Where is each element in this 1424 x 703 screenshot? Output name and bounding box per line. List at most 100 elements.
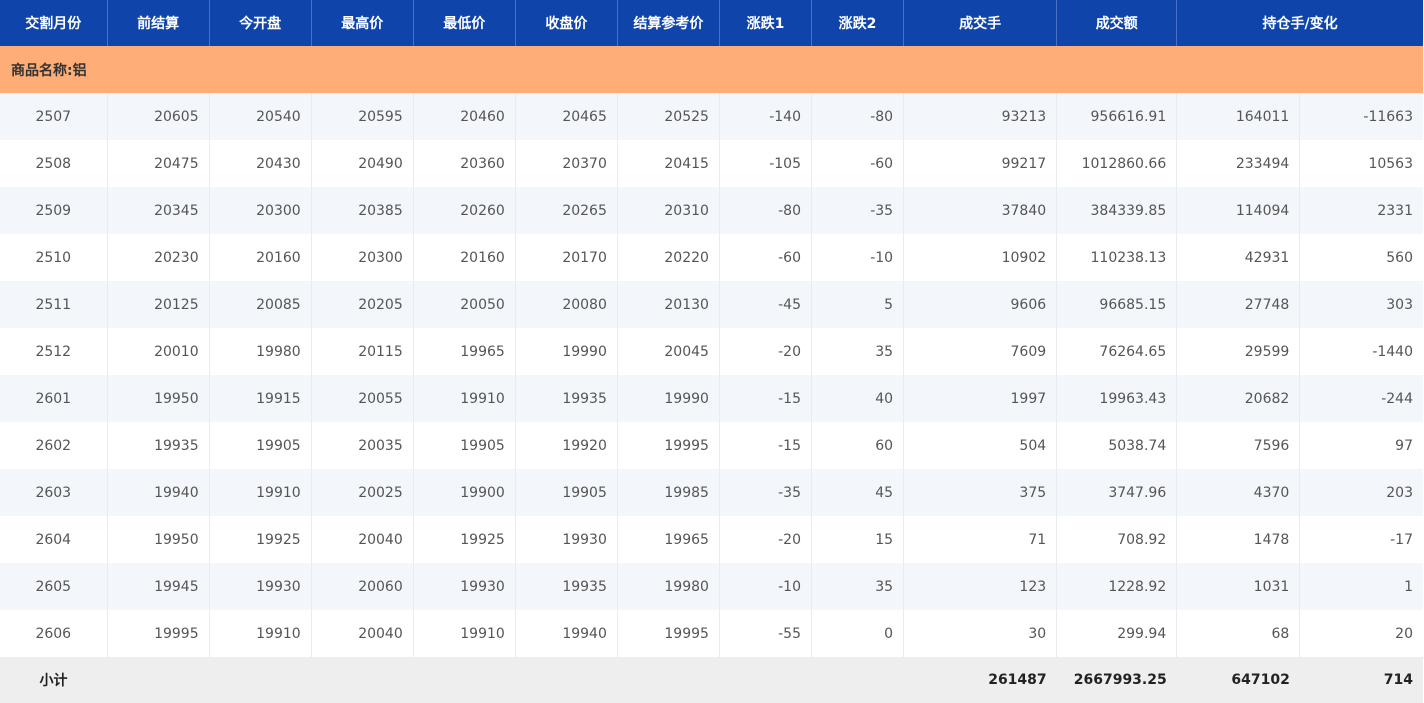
- table-cell: -11663: [1299, 93, 1423, 140]
- subtotal-turnover: 2667993.25: [1056, 657, 1177, 703]
- table-cell: -140: [718, 93, 812, 140]
- table-cell: 1012860.66: [1056, 140, 1177, 187]
- column-header[interactable]: 成交手: [903, 0, 1057, 46]
- table-cell: -244: [1299, 375, 1423, 422]
- table-cell: 19930: [208, 563, 312, 610]
- column-header[interactable]: 交割月份: [0, 0, 108, 46]
- table-cell: 299.94: [1056, 610, 1177, 657]
- commodity-name: 商品名称:铝: [0, 46, 1423, 93]
- table-cell: 19925: [208, 516, 312, 563]
- table-cell: 4370: [1176, 469, 1300, 516]
- table-cell: -35: [810, 187, 904, 234]
- column-header[interactable]: 今开盘: [208, 0, 312, 46]
- table-cell: 19945: [106, 563, 210, 610]
- table-cell: 19990: [514, 328, 618, 375]
- table-cell: 303: [1299, 281, 1423, 328]
- table-cell: 20085: [208, 281, 312, 328]
- column-header[interactable]: 持仓手/变化: [1176, 0, 1423, 46]
- table-cell: 20415: [616, 140, 720, 187]
- table-cell: -80: [810, 93, 904, 140]
- table-cell: 60: [810, 422, 904, 469]
- table-cell: 2509: [0, 187, 108, 234]
- table-cell: 20170: [514, 234, 618, 281]
- table-cell: 35: [810, 563, 904, 610]
- table-cell: 19980: [208, 328, 312, 375]
- table-cell: 2606: [0, 610, 108, 657]
- table-cell: 20300: [310, 234, 414, 281]
- subtotal-row: 小计 261487 2667993.25 647102 714: [0, 657, 1423, 703]
- table-cell: 110238.13: [1056, 234, 1177, 281]
- table-cell: 20060: [310, 563, 414, 610]
- column-header[interactable]: 涨跌1: [718, 0, 812, 46]
- table-cell: 19995: [616, 610, 720, 657]
- table-cell: 3747.96: [1056, 469, 1177, 516]
- table-cell: 10902: [903, 234, 1057, 281]
- table-cell: 114094: [1176, 187, 1300, 234]
- table-cell: 10563: [1299, 140, 1423, 187]
- subtotal-label: 小计: [0, 657, 108, 703]
- table-cell: 2507: [0, 93, 108, 140]
- table-cell: 20055: [310, 375, 414, 422]
- table-cell: 19925: [412, 516, 516, 563]
- table-cell: 7596: [1176, 422, 1300, 469]
- column-header[interactable]: 涨跌2: [810, 0, 904, 46]
- table-cell: 20385: [310, 187, 414, 234]
- table-cell: 2601: [0, 375, 108, 422]
- table-cell: 20125: [106, 281, 210, 328]
- table-cell: 19990: [616, 375, 720, 422]
- table-cell: 19940: [106, 469, 210, 516]
- table-cell: 19995: [616, 422, 720, 469]
- table-cell: 20260: [412, 187, 516, 234]
- table-cell: -60: [810, 140, 904, 187]
- table-cell: 20345: [106, 187, 210, 234]
- table-cell: 19963.43: [1056, 375, 1177, 422]
- column-header[interactable]: 最高价: [310, 0, 414, 46]
- table-cell: 2510: [0, 234, 108, 281]
- table-cell: 2602: [0, 422, 108, 469]
- table-cell: 20130: [616, 281, 720, 328]
- table-cell: 2512: [0, 328, 108, 375]
- table-cell: 20595: [310, 93, 414, 140]
- table-cell: 20205: [310, 281, 414, 328]
- table-cell: 19905: [412, 422, 516, 469]
- table-cell: 708.92: [1056, 516, 1177, 563]
- table-cell: 20160: [412, 234, 516, 281]
- table-row: 2606 19995 19910 20040 19910 19940 19995 -55 0 30…: [0, 610, 1423, 657]
- table-cell: 1478: [1176, 516, 1300, 563]
- table-cell: 20540: [208, 93, 312, 140]
- table-cell: -15: [718, 422, 812, 469]
- header-row: 交割月份 前结算 今开盘 最高价 最低价 收盘价 结算参考价 涨跌1 涨跌2 成交手 成交额 持仓手/…: [0, 0, 1423, 46]
- table-cell: 20300: [208, 187, 312, 234]
- table-cell: 19935: [514, 563, 618, 610]
- table-cell: 20160: [208, 234, 312, 281]
- subtotal-open-interest: 647102: [1176, 657, 1300, 703]
- subtotal-oi-change: 714: [1299, 657, 1423, 703]
- table-cell: 20605: [106, 93, 210, 140]
- table-row: 2511 20125 20085 20205 20050 20080 20130 -45 5 96…: [0, 281, 1423, 328]
- column-header[interactable]: 最低价: [412, 0, 516, 46]
- table-cell: 2605: [0, 563, 108, 610]
- table-cell: 19910: [208, 469, 312, 516]
- subtotal-empty: [107, 657, 904, 703]
- table-cell: 37840: [903, 187, 1057, 234]
- table-cell: 19935: [106, 422, 210, 469]
- table-cell: 1997: [903, 375, 1057, 422]
- table-cell: 19930: [412, 563, 516, 610]
- column-header[interactable]: 前结算: [106, 0, 210, 46]
- table-row: 2510 20230 20160 20300 20160 20170 20220 -60 -10…: [0, 234, 1423, 281]
- table-cell: 20265: [514, 187, 618, 234]
- column-header[interactable]: 结算参考价: [616, 0, 720, 46]
- table-cell: 19930: [514, 516, 618, 563]
- table-cell: 19985: [616, 469, 720, 516]
- column-header[interactable]: 收盘价: [514, 0, 618, 46]
- column-header[interactable]: 成交额: [1056, 0, 1177, 46]
- table-cell: 2511: [0, 281, 108, 328]
- table-cell: 19940: [514, 610, 618, 657]
- table-cell: 71: [903, 516, 1057, 563]
- table-cell: 19965: [412, 328, 516, 375]
- table-cell: 20682: [1176, 375, 1300, 422]
- table-row: 2508 20475 20430 20490 20360 20370 20415 -105 -6…: [0, 140, 1423, 187]
- table-cell: 19915: [208, 375, 312, 422]
- table-cell: 93213: [903, 93, 1057, 140]
